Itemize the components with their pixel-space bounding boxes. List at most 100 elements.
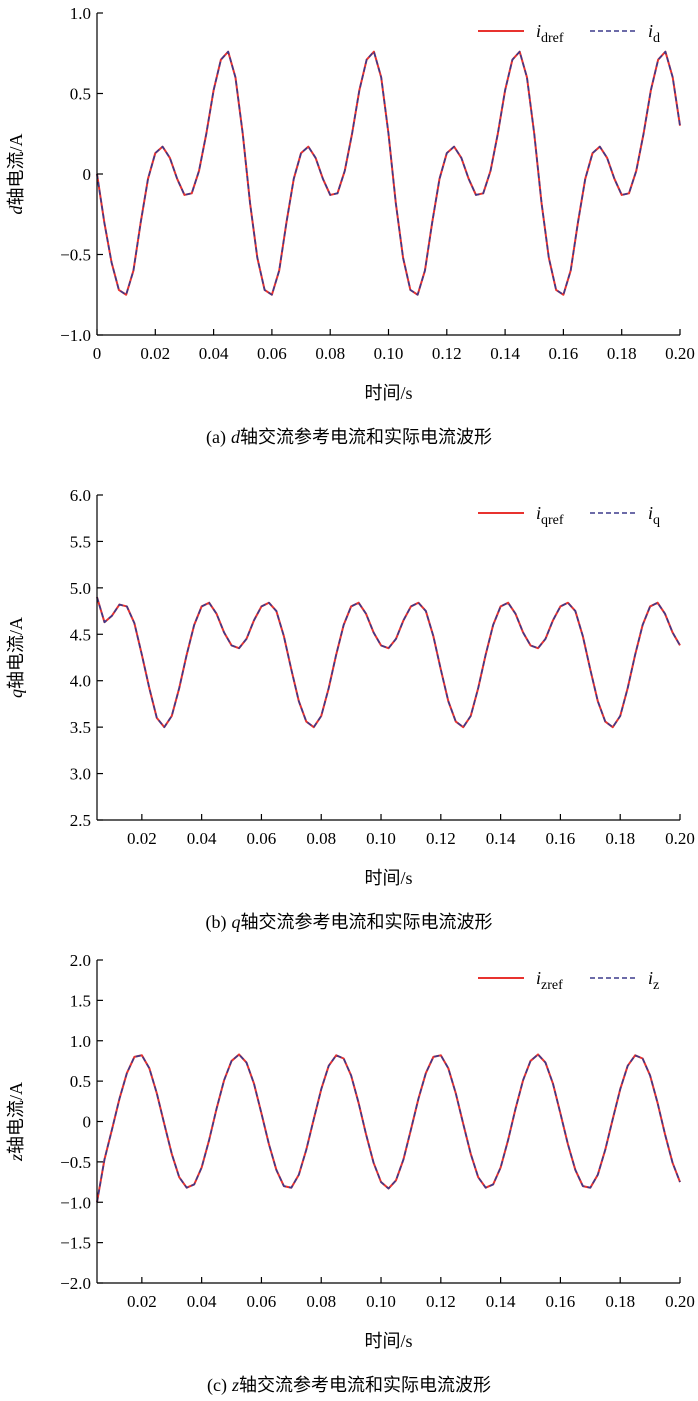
- caption-text: 轴交流参考电流和实际电流波形: [240, 427, 492, 447]
- legend-subscript: dref: [541, 31, 564, 46]
- x-axis-label: 时间/s: [364, 1331, 412, 1351]
- y-tick-label: 0.5: [70, 1072, 91, 1091]
- x-tick-label: 0.12: [426, 1292, 456, 1311]
- x-tick-label: 0.16: [546, 1292, 576, 1311]
- x-tick-label: 0.20: [665, 344, 695, 363]
- x-tick-label: 0.10: [366, 1292, 396, 1311]
- caption-text: 轴交流参考电流和实际电流波形: [239, 1375, 491, 1395]
- y-tick-label: 6.0: [70, 486, 91, 505]
- caption-prefix: (a): [206, 427, 226, 448]
- y-tick-label: 3.0: [70, 765, 91, 784]
- y-tick-label: 0: [83, 1113, 92, 1132]
- legend-label: iqref: [536, 503, 564, 528]
- caption-prefix: (c): [207, 1375, 227, 1396]
- x-tick-label: 0.14: [486, 1292, 516, 1311]
- y-tick-label: 0: [83, 165, 92, 184]
- caption-var: z: [231, 1375, 239, 1395]
- x-tick-label: 0.06: [247, 1292, 277, 1311]
- y-tick-label: 1.0: [70, 4, 91, 23]
- x-tick-label: 0.04: [187, 1292, 217, 1311]
- legend-name: i: [536, 503, 541, 523]
- legend-subscript: d: [653, 31, 660, 46]
- caption-var: q: [232, 912, 241, 932]
- y-tick-label: 3.5: [70, 718, 91, 737]
- y-axis-label-text: 轴电流/A: [6, 617, 26, 689]
- x-tick-label: 0.14: [486, 829, 516, 848]
- x-tick-label: 0.16: [549, 344, 579, 363]
- y-tick-label: 1.0: [70, 1032, 91, 1051]
- y-tick-label: −2.0: [60, 1274, 91, 1293]
- y-axis-label-var: d: [6, 205, 26, 215]
- legend-name: i: [536, 968, 541, 988]
- y-tick-label: −1.5: [60, 1234, 91, 1253]
- x-tick-label: 0.20: [665, 1292, 695, 1311]
- caption-var: d: [231, 427, 241, 447]
- y-axis-label-var: q: [6, 689, 26, 698]
- y-tick-label: 4.5: [70, 625, 91, 644]
- x-tick-label: 0.14: [490, 344, 520, 363]
- y-tick-label: 2.5: [70, 811, 91, 830]
- y-axis-label-text: 轴电流/A: [6, 133, 26, 205]
- y-tick-label: −0.5: [60, 1153, 91, 1172]
- y-axis-label: q轴电流/A: [6, 617, 26, 698]
- x-tick-label: 0.06: [257, 344, 287, 363]
- y-axis-label-text: 轴电流/A: [6, 1082, 26, 1154]
- series-line: [96, 50, 681, 296]
- x-tick-label: 0.12: [432, 344, 462, 363]
- y-tick-label: −1.0: [60, 326, 91, 345]
- y-tick-label: 2.0: [70, 951, 91, 970]
- x-tick-label: 0.18: [605, 829, 635, 848]
- y-tick-label: 5.0: [70, 579, 91, 598]
- x-tick-label: 0.02: [127, 1292, 157, 1311]
- x-tick-label: 0: [93, 344, 102, 363]
- y-tick-label: 4.0: [70, 672, 91, 691]
- x-tick-label: 0.02: [127, 829, 157, 848]
- legend-label: izref: [536, 968, 563, 993]
- legend-subscript: qref: [541, 513, 564, 528]
- x-tick-label: 0.18: [605, 1292, 635, 1311]
- x-tick-label: 0.18: [607, 344, 637, 363]
- x-tick-label: 0.10: [366, 829, 396, 848]
- legend-name: i: [648, 503, 653, 523]
- x-tick-label: 0.04: [199, 344, 229, 363]
- x-tick-label: 0.08: [306, 829, 336, 848]
- caption-prefix: (b): [206, 912, 227, 933]
- x-tick-label: 0.02: [140, 344, 170, 363]
- x-tick-label: 0.16: [546, 829, 576, 848]
- y-tick-label: −0.5: [60, 246, 91, 265]
- caption: (b) q轴交流参考电流和实际电流波形: [206, 912, 493, 933]
- series-line: [96, 596, 681, 729]
- y-tick-label: 5.5: [70, 532, 91, 551]
- caption-text: 轴交流参考电流和实际电流波形: [241, 912, 493, 932]
- y-tick-label: 1.5: [70, 991, 91, 1010]
- y-axis-label-var: z: [6, 1154, 26, 1162]
- legend-label: iz: [648, 968, 659, 993]
- y-tick-label: 0.5: [70, 85, 91, 104]
- x-axis-label: 时间/s: [364, 868, 412, 888]
- caption: (a) d轴交流参考电流和实际电流波形: [206, 427, 492, 448]
- legend-subscript: z: [653, 978, 659, 993]
- x-tick-label: 0.10: [374, 344, 404, 363]
- y-axis-label: d轴电流/A: [6, 133, 26, 214]
- x-tick-label: 0.20: [665, 829, 695, 848]
- series-line: [96, 50, 681, 296]
- legend-label: idref: [536, 21, 564, 46]
- series-line: [96, 1053, 681, 1203]
- legend-name: i: [648, 968, 653, 988]
- x-tick-label: 0.08: [306, 1292, 336, 1311]
- x-tick-label: 0.12: [426, 829, 456, 848]
- series-line: [96, 596, 681, 728]
- caption: (c) z轴交流参考电流和实际电流波形: [207, 1375, 491, 1396]
- x-tick-label: 0.08: [315, 344, 345, 363]
- legend-subscript: q: [653, 513, 660, 528]
- legend-name: i: [536, 21, 541, 41]
- x-tick-label: 0.04: [187, 829, 217, 848]
- series-line: [96, 1053, 681, 1203]
- legend-subscript: zref: [541, 978, 563, 993]
- y-tick-label: −1.0: [60, 1193, 91, 1212]
- x-tick-label: 0.06: [247, 829, 277, 848]
- x-axis-label: 时间/s: [364, 383, 412, 403]
- legend-name: i: [648, 21, 653, 41]
